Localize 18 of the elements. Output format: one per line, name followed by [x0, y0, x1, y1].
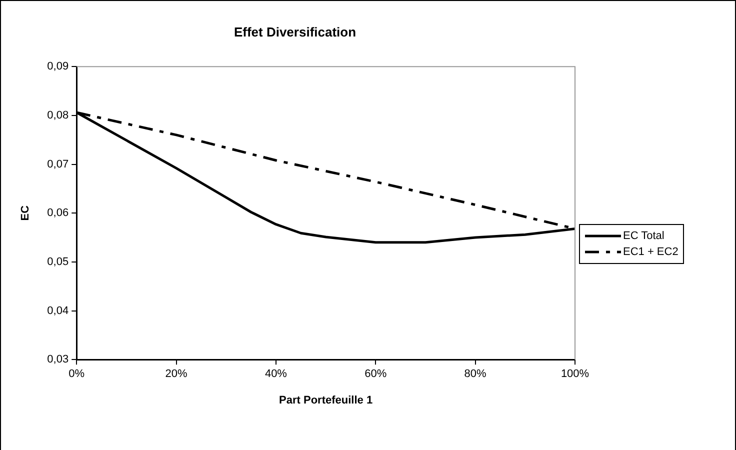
x-axis-title: Part Portefeuille 1 [279, 394, 373, 406]
y-axis-title: EC [20, 205, 32, 221]
x-tick-label: 0% [68, 368, 85, 380]
x-tick-label: 20% [165, 368, 188, 380]
y-tick-label: 0,09 [47, 60, 69, 73]
legend-label: EC1 + EC2 [623, 246, 678, 258]
y-tick-label: 0,06 [47, 207, 69, 220]
x-tick-label: 80% [464, 368, 487, 380]
legend-label: EC Total [623, 230, 664, 242]
y-tick-label: 0,03 [47, 354, 69, 366]
x-tick-label: 100% [560, 368, 590, 380]
chart-title: Effet Diversification [234, 24, 356, 40]
x-tick-label: 40% [264, 368, 288, 380]
x-tick-label: 60% [364, 368, 387, 380]
y-tick-label: 0,05 [47, 256, 69, 268]
y-tick-label: 0,07 [47, 158, 69, 170]
y-tick-label: 0,08 [47, 109, 69, 122]
y-tick-label: 0,04 [47, 304, 69, 317]
